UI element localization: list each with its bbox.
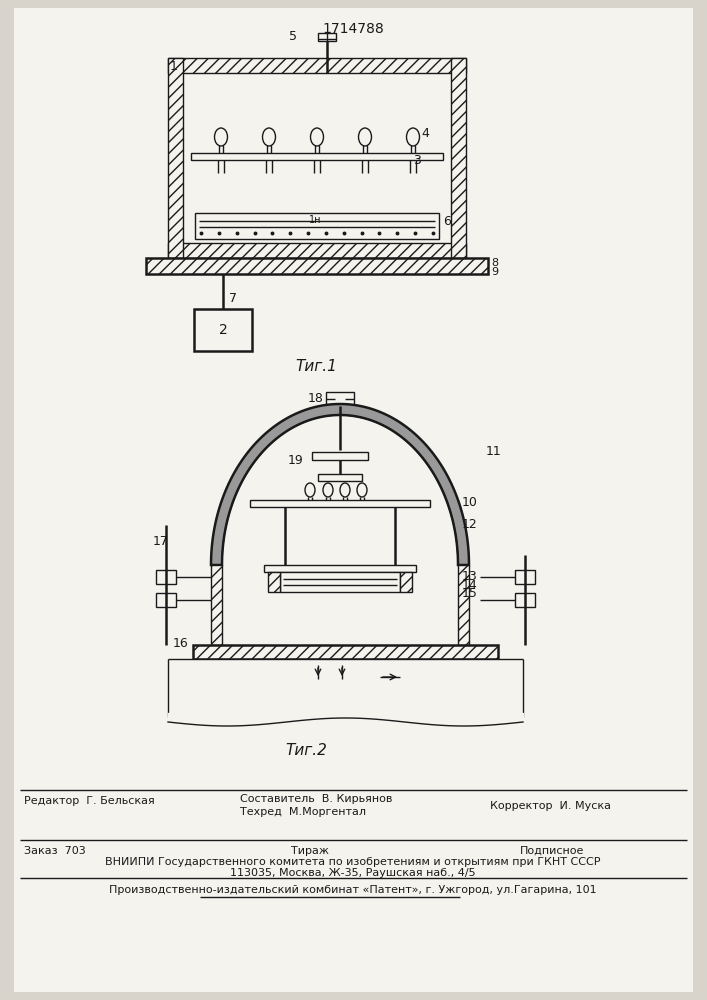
Text: 1: 1 [170,60,178,73]
Text: Составитель  В. Кирьянов: Составитель В. Кирьянов [240,794,392,804]
Text: ВНИИПИ Государственного комитета по изобретениям и открытиям при ГКНТ СССР: ВНИИПИ Государственного комитета по изоб… [105,857,601,867]
Bar [168,58,466,73]
Text: 7: 7 [229,292,237,305]
Text: Техред  М.Моргентал: Техред М.Моргентал [240,807,366,817]
Text: Редактор  Г. Бельская: Редактор Г. Бельская [24,796,155,806]
Ellipse shape [214,128,228,146]
Text: Корректор  И. Муска: Корректор И. Муска [490,801,611,811]
Bar [194,309,252,351]
Text: 113035, Москва, Ж-35, Раушская наб., 4/5: 113035, Москва, Ж-35, Раушская наб., 4/5 [230,868,476,878]
Bar [168,243,466,258]
Bar [156,570,176,584]
Ellipse shape [305,483,315,497]
Text: 2: 2 [218,323,228,337]
Text: 1н: 1н [309,215,322,225]
Bar [195,213,439,239]
Text: Производственно-издательский комбинат «Патент», г. Ужгород, ул.Гагарина, 101: Производственно-издательский комбинат «П… [109,885,597,895]
Bar [146,258,488,274]
Bar [318,474,362,481]
Text: 13: 13 [462,570,478,583]
Text: 5: 5 [289,30,297,43]
Text: Τиг.1: Τиг.1 [295,359,337,374]
Text: вателя подло-: вателя подло- [402,687,469,696]
Text: 15: 15 [462,587,478,600]
Text: 18: 18 [308,392,324,405]
Text: 12: 12 [462,518,478,531]
Text: Тираж: Тираж [291,846,329,856]
Bar [312,452,368,460]
Ellipse shape [323,483,333,497]
Bar [515,593,535,607]
Text: 17: 17 [153,535,169,548]
Text: источнику питания: источнику питания [198,689,290,698]
Text: 16: 16 [173,637,189,650]
Ellipse shape [340,483,350,497]
Text: Подписное: Подписное [520,846,585,856]
Text: 9: 9 [491,267,498,277]
Text: 19: 19 [288,454,304,467]
Ellipse shape [310,128,324,146]
Bar [191,153,443,160]
Text: УВН-2М: УВН-2М [174,664,223,674]
Text: К источнику: К источнику [402,667,461,676]
Text: 10: 10 [462,496,478,509]
Bar [183,73,451,243]
Bar [400,572,412,592]
Ellipse shape [357,483,367,497]
Bar [211,565,222,645]
Bar [326,392,354,406]
Bar [458,565,469,645]
Text: 1714788: 1714788 [322,22,384,36]
Text: испарителей: испарителей [198,699,259,708]
Text: 11: 11 [486,445,502,458]
Bar [515,570,535,584]
Text: Τиг.2: Τиг.2 [285,743,327,758]
Text: 8: 8 [491,258,498,268]
Bar [250,500,430,507]
Bar [280,572,400,592]
Text: 6: 6 [443,215,451,228]
Ellipse shape [262,128,276,146]
Text: жек: жек [402,697,421,706]
Ellipse shape [407,128,419,146]
Text: К: К [312,681,320,691]
Bar [168,659,523,727]
Bar [264,565,416,572]
Bar [318,33,336,41]
Text: 3: 3 [413,154,421,167]
Bar [193,645,498,659]
Bar [268,572,280,592]
Text: 14: 14 [462,579,478,592]
Bar [451,58,466,258]
Bar [168,58,183,258]
Text: питания подогре-: питания подогре- [402,677,487,686]
Ellipse shape [358,128,371,146]
Polygon shape [211,404,469,565]
Text: 4: 4 [421,127,429,140]
Text: Заказ  703: Заказ 703 [24,846,86,856]
Bar [156,593,176,607]
